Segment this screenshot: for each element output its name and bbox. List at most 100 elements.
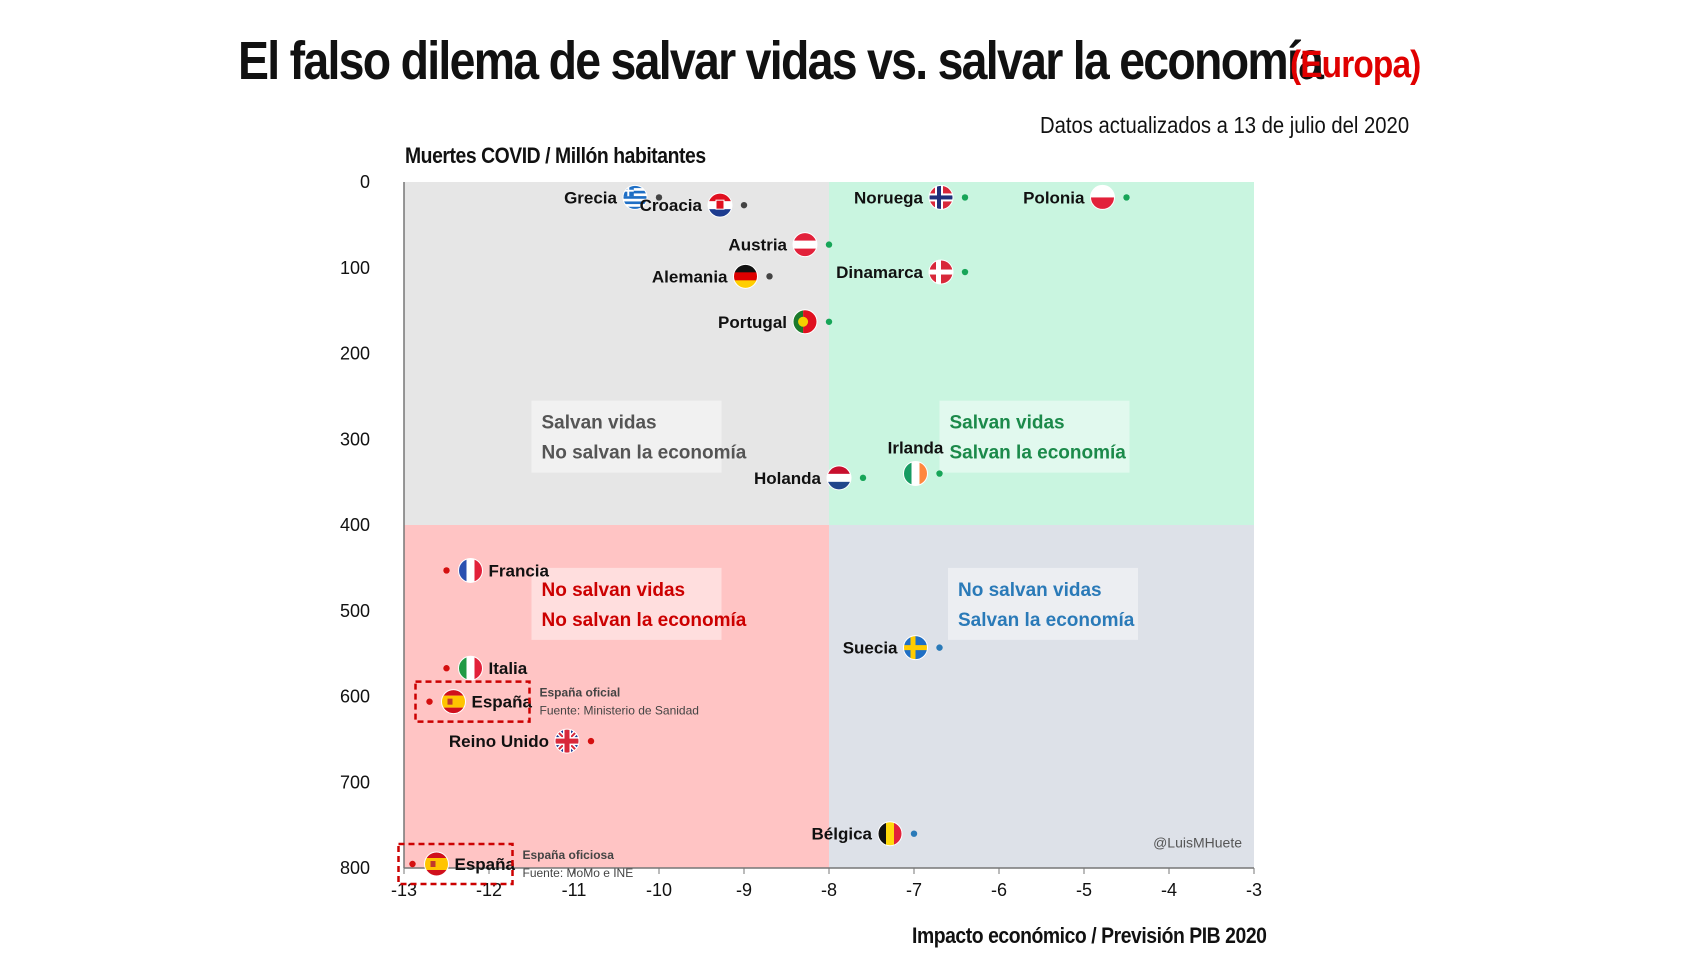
x-tick-label: -11 (562, 880, 587, 900)
flag-portugal-icon (793, 309, 817, 334)
x-tick-label: -5 (1076, 880, 1092, 900)
data-point-alemania: Alemania (652, 263, 773, 289)
x-tick-label: -3 (1246, 880, 1262, 900)
flag-belgium-icon (878, 821, 902, 846)
flag-norway-icon (929, 185, 953, 210)
data-point-label: Croacia (640, 196, 703, 215)
data-point-label: Reino Unido (449, 732, 549, 751)
data-point-marker (825, 241, 833, 248)
quadrant-label-box (531, 400, 722, 473)
flag-greece-icon (623, 185, 647, 210)
quadrant-top-right (829, 182, 1254, 525)
data-point-label: Suecia (843, 639, 898, 658)
data-point-label: Irlanda (888, 439, 944, 458)
quadrant-label-line1: No salvan vidas (542, 580, 686, 601)
data-point-suecia: Suecia (843, 635, 943, 661)
data-point-label: Alemania (652, 267, 728, 286)
data-point-dinamarca: Dinamarca (836, 259, 969, 285)
y-tick-label: 0 (360, 172, 370, 192)
quadrant-label-box (939, 400, 1130, 473)
y-tick-label: 200 (340, 344, 370, 364)
spain-highlight-box (414, 680, 531, 723)
data-point-marker (910, 830, 918, 837)
data-point-francia: Francia (443, 557, 550, 583)
y-tick-label: 800 (340, 858, 370, 878)
flag-denmark-icon (929, 260, 953, 285)
data-point-marker (1123, 194, 1130, 201)
annotation-source: Fuente: Ministerio de Sanidad (540, 704, 699, 718)
flag-italy-icon (458, 656, 483, 681)
data-point-marker (443, 665, 450, 672)
y-tick-label: 400 (340, 515, 370, 535)
annotation-source: Fuente: MoMo e INE (523, 866, 634, 880)
quadrant-label-line1: Salvan vidas (950, 413, 1065, 434)
data-point-marker (936, 470, 943, 477)
flag-netherlands-icon (827, 465, 851, 490)
x-axis-title: Impacto económico / Previsión PIB 2020 (912, 923, 1267, 948)
data-point-austria: Austria (728, 232, 833, 258)
data-point-portugal: Portugal (718, 309, 833, 335)
quadrant-label-line2: Salvan la economía (950, 443, 1127, 464)
data-point-marker (825, 318, 833, 325)
quadrant-bottom-right (829, 525, 1254, 868)
data-point-label: Francia (489, 561, 550, 580)
x-tick-label: -4 (1161, 880, 1177, 900)
y-tick-label: 500 (340, 601, 370, 621)
annotation-title: España oficiosa (523, 848, 615, 862)
data-point-label: Bélgica (812, 825, 873, 844)
flag-germany-icon (733, 264, 758, 289)
credit-label: @LuisMHuete (1153, 834, 1242, 850)
spain-highlight-box (397, 842, 514, 886)
flag-france-icon (458, 558, 483, 583)
x-tick-label: -8 (821, 880, 837, 900)
data-point-marker (409, 860, 416, 868)
data-point-marker (961, 194, 969, 201)
x-tick-label: -9 (736, 880, 752, 900)
data-point-marker (766, 273, 773, 280)
data-point-italia: Italia (443, 655, 528, 681)
region-tag: (Europa) (1290, 44, 1421, 86)
data-point-españa: España (426, 689, 533, 715)
flag-austria-icon (793, 232, 817, 257)
x-tick-label: -12 (476, 880, 502, 900)
data-point-bélgica: Bélgica (812, 821, 918, 847)
flag-sweden-icon (903, 635, 928, 660)
data-point-marker (443, 567, 450, 574)
data-point-label: Portugal (718, 313, 787, 332)
data-point-marker (655, 194, 663, 201)
data-point-marker (740, 201, 748, 209)
data-point-holanda: Holanda (754, 465, 867, 491)
data-point-label: Polonia (1023, 188, 1085, 207)
data-point-label: España (472, 693, 533, 712)
flag-spain-icon (441, 689, 466, 714)
data-point-noruega: Noruega (854, 184, 969, 210)
y-tick-label: 100 (340, 258, 370, 278)
data-point-croacia: Croacia (640, 192, 748, 218)
data-point-label: Austria (728, 236, 787, 255)
data-point-label: Holanda (754, 469, 822, 488)
data-point-label: España (455, 855, 516, 874)
x-tick-label: -10 (646, 880, 672, 900)
data-point-label: Italia (489, 659, 528, 678)
data-point-marker (859, 474, 867, 482)
data-point-label: Noruega (854, 188, 924, 207)
quadrant-label-line2: No salvan la economía (542, 610, 747, 631)
data-point-polonia: Polonia (1023, 184, 1130, 210)
data-point-reino-unido: Reino Unido (449, 728, 595, 754)
y-tick-label: 300 (340, 429, 370, 449)
quadrant-label-line2: Salvan la economía (958, 610, 1135, 631)
update-note: Datos actualizados a 13 de julio del 202… (1040, 112, 1410, 138)
x-tick-label: -6 (991, 880, 1007, 900)
quadrant-label-line1: No salvan vidas (958, 580, 1102, 601)
flag-croatia-icon (708, 193, 732, 218)
data-point-marker (426, 698, 433, 705)
flag-spain-icon (424, 852, 449, 876)
quadrant-top-left (404, 182, 829, 525)
quadrant-label-box (531, 567, 722, 640)
y-tick-label: 700 (340, 772, 370, 792)
data-point-label: Grecia (564, 188, 617, 207)
y-axis-title: Muertes COVID / Millón habitantes (405, 143, 706, 168)
data-point-marker (936, 644, 943, 651)
data-point-irlanda: Irlanda (888, 439, 944, 487)
